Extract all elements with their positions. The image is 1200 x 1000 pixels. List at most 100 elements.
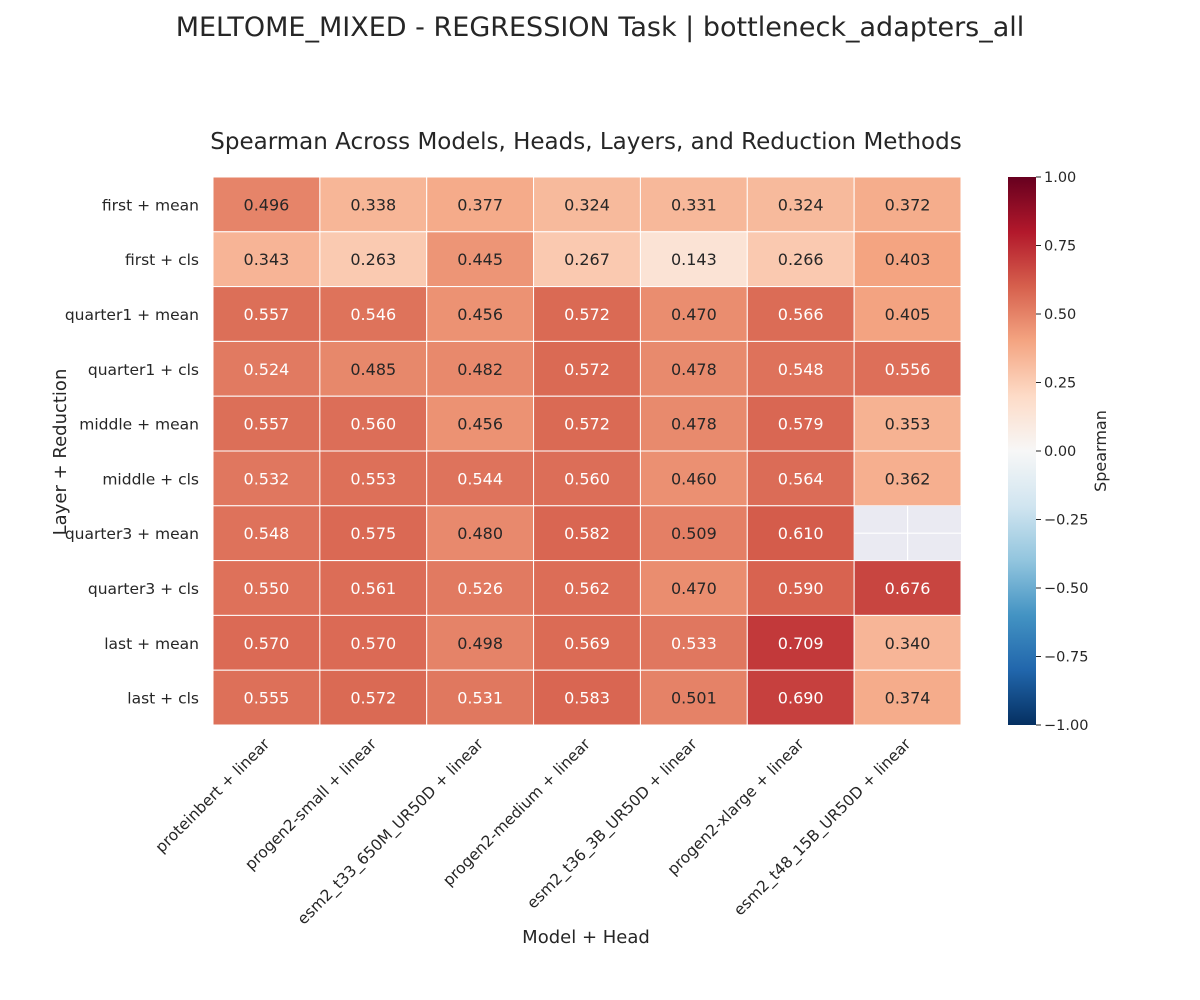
heatmap-cell — [426, 560, 535, 616]
y-tick-label: middle + mean — [79, 416, 199, 434]
heatmap-cell — [639, 560, 748, 616]
cell-value-label: 0.610 — [778, 524, 824, 543]
heatmap-cell — [426, 176, 535, 233]
heatmap-cell — [319, 340, 428, 397]
cell-value-label: 0.583 — [564, 689, 610, 708]
heatmap-cell — [426, 231, 535, 288]
cell-value-label: 0.709 — [778, 634, 824, 653]
cell-value-label: 0.478 — [671, 360, 717, 379]
cell-value-label: 0.374 — [885, 689, 931, 708]
heatmap-cell — [746, 505, 855, 562]
y-tick-label: last + cls — [127, 690, 199, 708]
cell-value-label: 0.572 — [564, 360, 610, 379]
colorbar-tick-label: −1.00 — [1044, 718, 1088, 734]
cell-value-label: 0.445 — [457, 250, 503, 269]
heatmap-cell — [853, 176, 962, 233]
heatmap-cell — [853, 231, 962, 288]
heatmap-cell — [853, 560, 962, 616]
cell-value-label: 0.143 — [671, 250, 717, 269]
cell-value-label: 0.338 — [350, 195, 396, 214]
cell-value-label: 0.403 — [885, 250, 931, 269]
heatmap-cell — [319, 231, 428, 288]
y-tick-labels: first + mean first + cls quarter1 + mean qu… — [65, 196, 199, 707]
colorbar-ticks: 1.00 0.75 0.50 0.25 0.00 −0.25 −0.50 −0.75 −1.00 — [1036, 170, 1088, 734]
cell-value-label: 0.570 — [244, 634, 290, 653]
y-tick-label: quarter3 + cls — [88, 580, 199, 598]
colorbar-label: Spearman — [1091, 410, 1110, 492]
heatmap-cell — [853, 669, 962, 726]
colorbar-tick-label: −0.75 — [1044, 650, 1088, 666]
cell-value-label: 0.548 — [244, 524, 290, 543]
colorbar-tick-label: 0.25 — [1044, 376, 1076, 392]
cell-value-label: 0.524 — [244, 360, 290, 379]
cell-value-label: 0.482 — [457, 360, 503, 379]
heatmap-cell — [746, 669, 855, 726]
heatmap-cell — [319, 395, 428, 452]
cell-value-label: 0.324 — [564, 195, 610, 214]
cell-value-label: 0.575 — [350, 524, 396, 543]
chart-title: Spearman Across Models, Heads, Layers, a… — [210, 129, 961, 155]
cell-value-label: 0.572 — [564, 305, 610, 324]
cell-value-label: 0.572 — [350, 689, 396, 708]
y-tick-label: first + cls — [125, 251, 199, 269]
heatmap-cell — [212, 231, 321, 288]
heatmap-cell — [853, 286, 962, 342]
cell-value-label: 0.372 — [885, 195, 931, 214]
cell-value-label: 0.550 — [244, 579, 290, 598]
heatmap-cell — [426, 450, 535, 507]
colorbar-tick-label: 1.00 — [1044, 170, 1076, 186]
cell-value-label: 0.485 — [350, 360, 396, 379]
cell-value-label: 0.478 — [671, 415, 717, 434]
heatmap-cell — [853, 340, 962, 397]
cell-value-label: 0.579 — [778, 415, 824, 434]
y-tick-label: last + mean — [104, 635, 199, 653]
cell-value-label: 0.456 — [457, 305, 503, 324]
cell-value-label: 0.546 — [350, 305, 396, 324]
figure-suptitle: MELTOME_MIXED - REGRESSION Task | bottle… — [175, 12, 1025, 43]
cell-value-label: 0.569 — [564, 634, 610, 653]
heatmap-cell — [853, 395, 962, 452]
cell-value-label: 0.266 — [778, 250, 824, 269]
cell-value-label: 0.562 — [564, 579, 610, 598]
heatmap-cell — [212, 176, 321, 233]
cell-value-label: 0.553 — [350, 469, 396, 488]
cell-value-label: 0.556 — [885, 360, 931, 379]
colorbar-tick-label: 0.50 — [1044, 307, 1076, 323]
cell-value-label: 0.570 — [350, 634, 396, 653]
heatmap-cell — [533, 450, 641, 507]
heatmap-cell — [853, 614, 962, 671]
y-tick-label: first + mean — [102, 196, 199, 214]
heatmap-cell — [533, 669, 641, 726]
cell-value-label: 0.498 — [457, 634, 503, 653]
heatmap-cell — [212, 286, 321, 342]
cell-value-label: 0.690 — [778, 689, 824, 708]
cell-value-label: 0.456 — [457, 415, 503, 434]
cell-value-label: 0.405 — [885, 305, 931, 324]
x-tick-label: esm2_t33_650M_UR50D + linear — [294, 735, 488, 929]
heatmap-cell — [319, 505, 428, 562]
heatmap-cell — [212, 560, 321, 616]
colorbar-tick-label: 0.00 — [1044, 444, 1076, 460]
colorbar-tick-label: −0.25 — [1044, 513, 1088, 529]
x-axis-label: Model + Head — [522, 927, 650, 948]
heatmap-cell — [533, 340, 641, 397]
heatmap-cell — [426, 340, 535, 397]
x-tick-label: proteinbert + linear — [152, 735, 274, 857]
cell-value-label: 0.560 — [564, 469, 610, 488]
y-tick-label: quarter1 + cls — [88, 361, 199, 379]
cell-value-label: 0.561 — [350, 579, 396, 598]
cell-value-label: 0.470 — [671, 579, 717, 598]
heatmap-cell — [212, 669, 321, 726]
cell-value-label: 0.331 — [671, 195, 717, 214]
heatmap-cell — [746, 560, 855, 616]
x-tick-label: esm2_t48_15B_UR50D + linear — [730, 735, 915, 920]
cell-value-label: 0.533 — [671, 634, 717, 653]
heatmap-cell — [533, 614, 641, 671]
y-axis-label: Layer + Reduction — [50, 369, 71, 536]
colorbar-tick-label: 0.75 — [1044, 239, 1076, 255]
cell-value-label: 0.564 — [778, 469, 824, 488]
heatmap-cell — [639, 231, 748, 288]
cell-value-label: 0.548 — [778, 360, 824, 379]
